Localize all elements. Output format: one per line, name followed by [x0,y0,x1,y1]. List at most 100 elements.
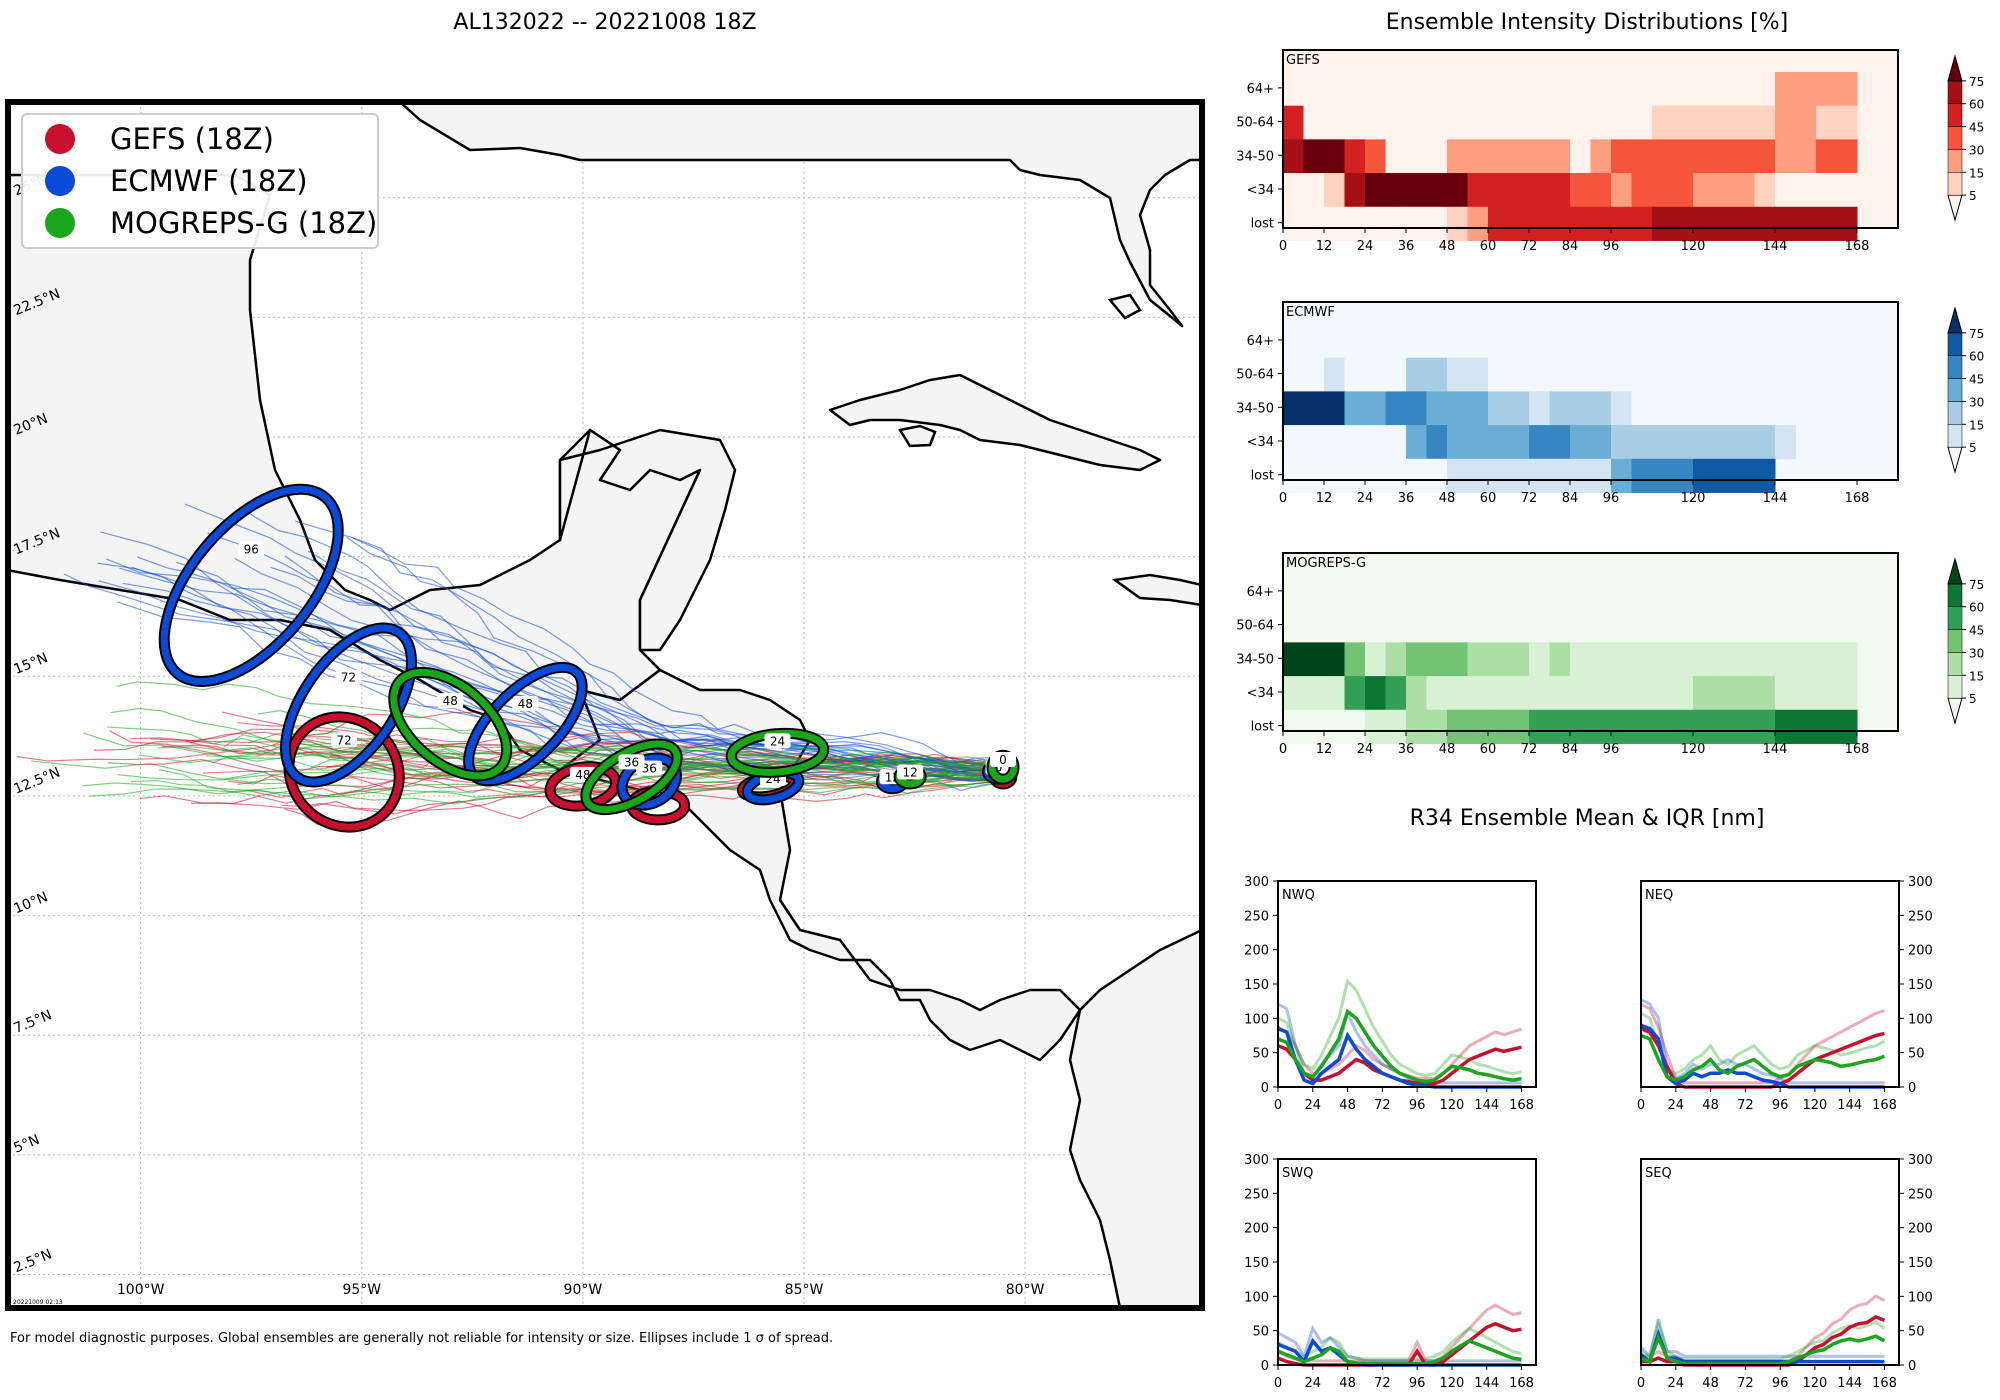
r34-x-tick: 96 [1772,1376,1789,1391]
r34-y-tick: 0 [1908,1081,1916,1096]
heatmap-cell [1570,139,1591,174]
r34-y-tick: 200 [1908,944,1933,959]
colorbar-tick: 75 [1969,327,1984,341]
ellipse-hour-label: 0 [990,752,1016,768]
heatmap-cell [1570,173,1591,208]
heatmap-row-label: 64+ [1247,334,1274,349]
heatmap-cell [1467,206,1489,241]
heatmap-cell [1467,173,1489,208]
r34-y-tick: 200 [1908,1222,1933,1237]
heatmap-cell [1303,173,1325,208]
heatmap-cell [1488,206,1530,241]
r34-panel-swq: SWQ 0 50 100 150 200 250 300 0 24 48 72 96 120 144 168 [1244,1153,1537,1391]
ensemble-track [270,566,993,771]
heatmap-cell [1406,709,1448,744]
heatmap-cell [1344,173,1366,208]
r34-x-tick: 144 [1474,1376,1499,1391]
heatmap-cell [1754,676,1776,711]
heatmap-cell [1324,357,1345,392]
r34-iqr-line [1277,977,1522,1077]
heatmap-cell [1816,139,1858,174]
heatmap-row-label: 34-50 [1236,401,1274,416]
heatmap-row-label: 64+ [1247,585,1274,600]
r34-y-tick: 100 [1244,1012,1269,1027]
lon-tick-label: 90°W [564,1282,603,1298]
heatmap-cell [1631,391,1776,426]
land-jamaica [897,424,937,448]
heatmap-cell [1447,425,1489,460]
legend-label-gefs: GEFS (18Z) [110,122,274,156]
ellipse-ecmwf-72 [280,622,417,788]
r34-x-tick: 72 [1737,1376,1754,1391]
svg-text:48: 48 [518,697,533,711]
heatmap-x-tick: 168 [1845,742,1870,757]
r34-y-tick: 50 [1908,1047,1925,1062]
r34-iqr-line [1640,998,1885,1085]
heatmap-cell [1344,642,1366,677]
r34-y-tick: 50 [1252,1325,1269,1340]
footer-note: For model diagnostic purposes. Global en… [10,1331,833,1346]
heatmap-ecmwf: ECMWF 64+ 50-64 34-50 <34 lost 0 12 24 36 48 60 72 84… [1236,301,1984,506]
svg-text:12: 12 [902,765,917,779]
r34-x-tick: 120 [1440,1098,1465,1113]
intensity-heatmaps: GEFS 64+ 50-64 34-50 <34 lost 0 12 24 36 48 60 72 84 9… [1236,49,1984,757]
heatmap-cell [1570,425,1612,460]
r34-x-tick: 48 [1339,1098,1356,1113]
heatmap-x-tick: 84 [1562,491,1579,506]
heatmap-cell [1283,391,1345,426]
r34-x-tick: 96 [1772,1098,1789,1113]
ellipse-hour-label: 12 [897,764,924,780]
colorbar-tick: 30 [1969,646,1984,660]
heatmap-cell [1488,391,1530,426]
heatmap-row-label: lost [1251,217,1274,232]
colorbar-tick: 75 [1969,578,1984,592]
r34-x-tick: 0 [1274,1376,1282,1391]
heatmap-x-tick: 60 [1480,742,1497,757]
heatmap-cell [1344,391,1386,426]
heatmap-cell [1590,139,1612,174]
r34-mean-line-mogreps-g [1277,1339,1522,1366]
colorbar-tick: 45 [1969,373,1984,387]
heatmap-cell [1283,173,1304,208]
heatmap-cell [1426,425,1448,460]
heatmap-cell [1283,425,1407,460]
heatmap-x-tick: 72 [1521,742,1538,757]
land-yucatan [558,428,737,652]
heatmap-row-label: 64+ [1247,82,1274,97]
r34-y-tick: 150 [1908,978,1933,993]
r34-x-tick: 0 [1637,1376,1645,1391]
heatmap-x-tick: 96 [1603,239,1620,254]
heatmap-x-tick: 48 [1439,239,1456,254]
heatmap-cell [1652,105,1694,140]
heatmap-x-tick: 84 [1562,239,1579,254]
r34-panel-nwq: NWQ 0 50 100 150 200 250 300 0 24 48 72 96 120 144 168 [1244,875,1537,1113]
r34-mean-line-mogreps-g [1640,1332,1886,1366]
heatmap-x-tick: 120 [1681,239,1706,254]
heatmap-cell [1570,642,1858,677]
heatmap-cell [1570,391,1612,426]
r34-panel-seq: SEQ 0 50 100 150 200 250 300 0 24 48 72 96 120 144 168 [1637,1153,1933,1391]
heatmap-row-label: 50-64 [1236,116,1274,131]
heatmap-x-tick: 24 [1357,742,1374,757]
heatmap-cell [1344,139,1366,174]
heatmap-x-tick: 144 [1763,491,1788,506]
colorbar-tick: 30 [1969,143,1984,157]
heatmap-cell [1693,206,1776,241]
heatmap-cell [1406,642,1427,677]
r34-y-tick: 100 [1908,1290,1933,1305]
heatmap-cell [1365,139,1386,174]
r34-y-tick: 150 [1244,978,1269,993]
heatmap-cell [1549,642,1571,677]
heatmap-cell [1467,642,1489,677]
ellipse-hour-label: 72 [335,669,362,685]
r34-x-tick: 48 [1702,1098,1719,1113]
heatmap-x-tick: 12 [1316,491,1333,506]
ellipse-hour-label: 48 [512,696,539,712]
heatmap-cell [1488,425,1530,460]
heatmap-cell [1529,709,1776,744]
track-ellipses: 0243648720122436487296012243648 [158,483,1020,833]
r34-iqr-line [1640,1318,1886,1361]
heatmap-cell [1693,105,1776,140]
ensemble-track [98,580,1011,781]
r34-x-tick: 72 [1374,1098,1391,1113]
